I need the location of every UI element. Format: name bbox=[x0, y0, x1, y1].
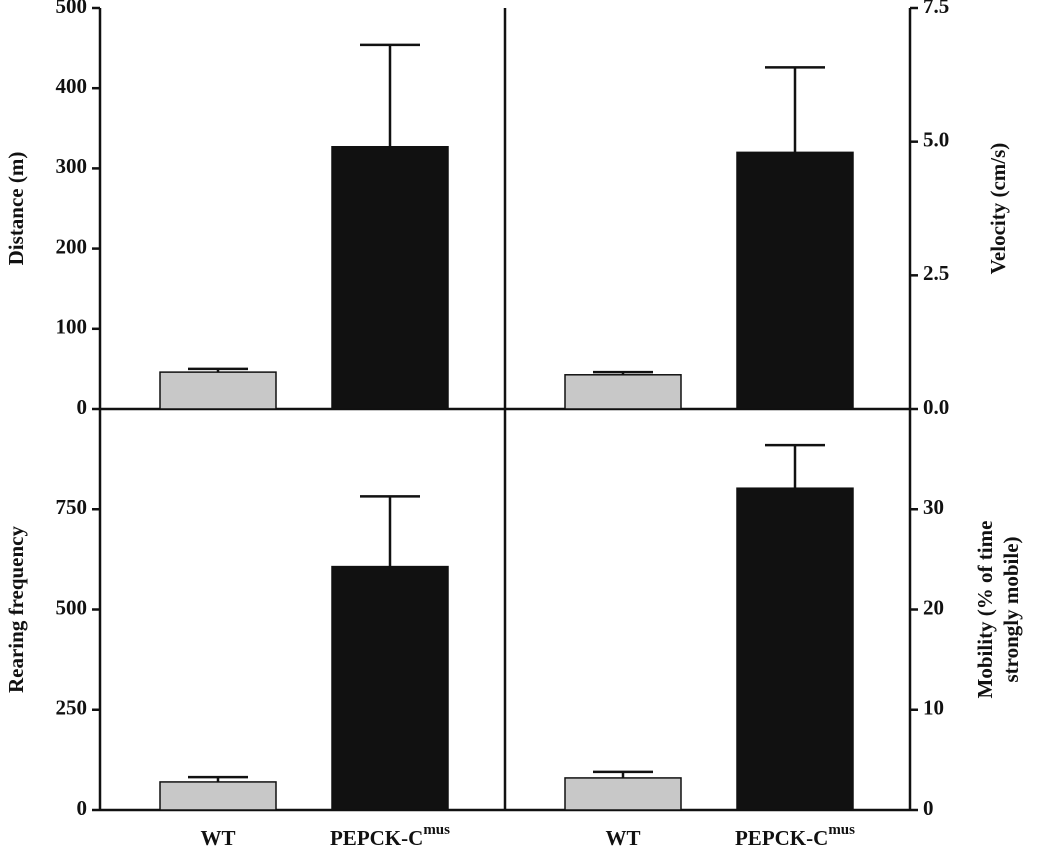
bar bbox=[736, 151, 854, 410]
y-tick-label: 250 bbox=[56, 696, 88, 720]
y-tick-label: 5.0 bbox=[923, 127, 949, 151]
x-tick-label: PEPCK-Cmus bbox=[330, 822, 450, 849]
y-tick-label: 0.0 bbox=[923, 395, 949, 419]
y-tick-label: 100 bbox=[56, 315, 88, 339]
y-tick-label: 500 bbox=[56, 595, 88, 619]
category-superscript: mus bbox=[828, 822, 855, 838]
y-tick-label: 0 bbox=[923, 796, 934, 820]
y-tick-label: 400 bbox=[56, 74, 88, 98]
y-tick-label: 0 bbox=[77, 796, 88, 820]
bar bbox=[331, 565, 449, 811]
y-tick-label: 750 bbox=[56, 495, 88, 519]
category-name: PEPCK-C bbox=[330, 826, 423, 850]
y-axis-label: Velocity (cm/s) bbox=[986, 143, 1010, 275]
y-axis-label: Distance (m) bbox=[4, 152, 28, 266]
x-tick-label: PEPCK-Cmus bbox=[735, 822, 855, 849]
bar bbox=[331, 145, 449, 410]
y-tick-label: 30 bbox=[923, 495, 944, 519]
bar bbox=[736, 487, 854, 811]
y-axis-label: strongly mobile) bbox=[999, 536, 1023, 682]
y-tick-label: 20 bbox=[923, 595, 944, 619]
bar bbox=[564, 374, 682, 410]
y-tick-label: 0 bbox=[77, 395, 88, 419]
y-tick-label: 2.5 bbox=[923, 261, 949, 285]
y-tick-label: 500 bbox=[56, 0, 88, 18]
category-name: WT bbox=[200, 826, 235, 850]
y-tick-label: 7.5 bbox=[923, 0, 949, 18]
y-tick-label: 200 bbox=[56, 234, 88, 258]
y-tick-label: 300 bbox=[56, 154, 88, 178]
x-tick-label: WT bbox=[200, 826, 235, 850]
bar bbox=[159, 781, 277, 811]
category-name: WT bbox=[605, 826, 640, 850]
y-axis-label: Mobility (% of time bbox=[973, 521, 997, 699]
x-tick-label: WT bbox=[605, 826, 640, 850]
y-tick-label: 10 bbox=[923, 696, 944, 720]
category-name: PEPCK-C bbox=[735, 826, 828, 850]
category-superscript: mus bbox=[423, 822, 450, 838]
bar bbox=[159, 371, 277, 410]
bar bbox=[564, 777, 682, 811]
y-axis-label: Rearing frequency bbox=[4, 526, 28, 694]
